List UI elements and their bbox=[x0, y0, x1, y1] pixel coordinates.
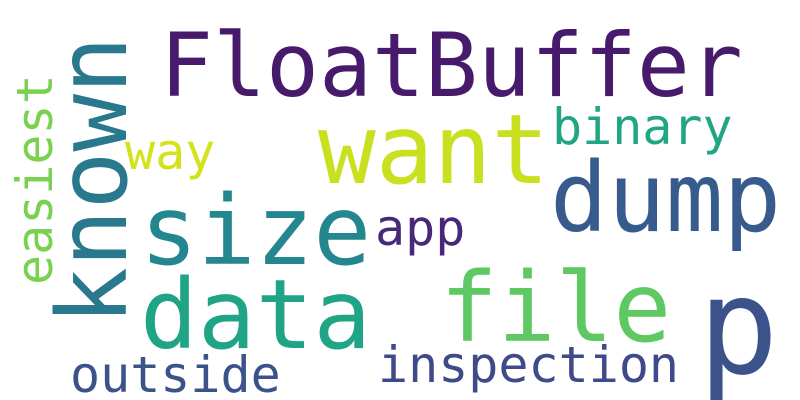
word-binary: binary bbox=[552, 98, 733, 156]
word-data: data bbox=[140, 259, 372, 371]
word-inspection: inspection bbox=[378, 336, 680, 394]
word-dump: dump bbox=[550, 142, 782, 254]
word-size: size bbox=[140, 175, 372, 287]
word-outside: outside bbox=[70, 346, 281, 400]
word-easiest: easiest bbox=[6, 74, 64, 285]
word-floatbuffer: FloatBuffer bbox=[160, 14, 743, 117]
word-file: file bbox=[440, 252, 672, 364]
word-app: app bbox=[375, 199, 466, 257]
word-way: way bbox=[125, 123, 216, 181]
word-want: want bbox=[318, 94, 550, 206]
word-p: p bbox=[698, 249, 779, 400]
